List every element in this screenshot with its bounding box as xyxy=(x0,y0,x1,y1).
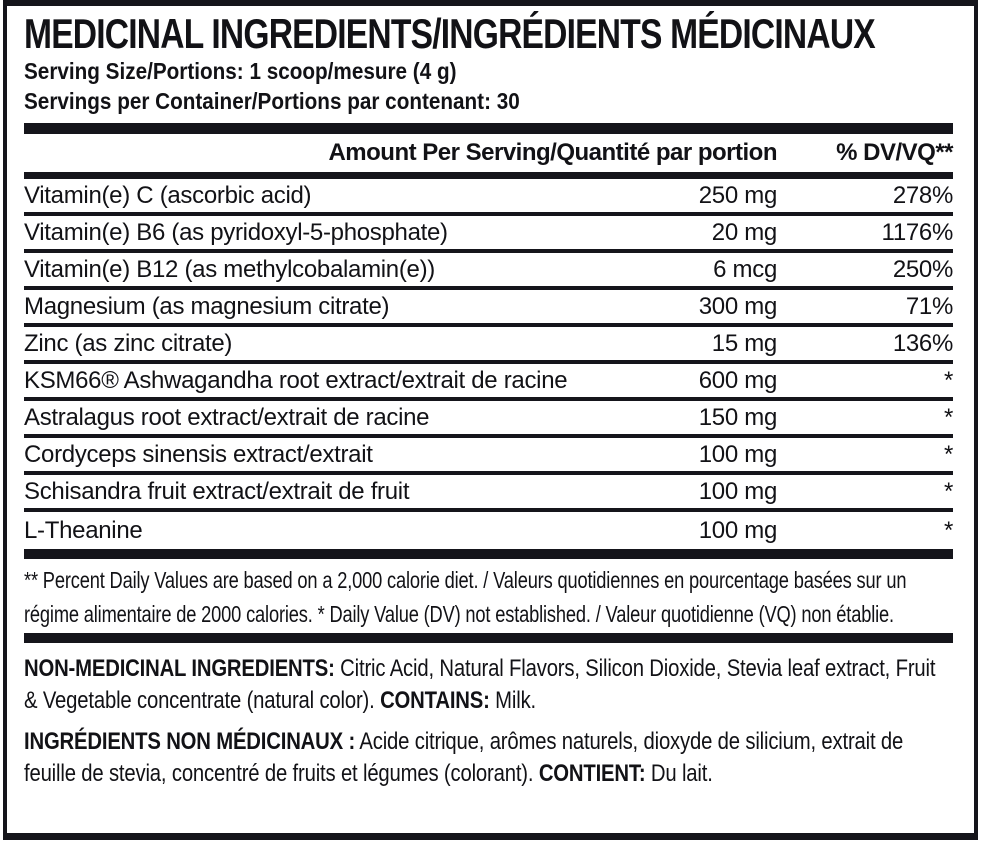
ingredient-name: Zinc (as zinc citrate) xyxy=(24,329,233,357)
table-row: Schisandra fruit extract/extrait de frui… xyxy=(24,475,953,512)
divider-bar-under-footnote xyxy=(24,633,953,643)
dv-footnote: ** Percent Daily Values are based on a 2… xyxy=(24,567,907,627)
table-row: L-Theanine 100 mg * xyxy=(24,512,953,549)
table-header-row: Amount Per Serving/Quantité par portion … xyxy=(24,134,953,172)
ingredient-dv: 71% xyxy=(905,292,953,320)
ingredient-name: Vitamin(e) B6 (as pyridoxyl-5-phosphate) xyxy=(24,218,448,246)
table-row: Magnesium (as magnesium citrate) 300 mg … xyxy=(24,290,953,327)
non-medicinal-fr: INGRÉDIENTS NON MÉDICINAUX : Acide citri… xyxy=(24,726,953,790)
ingredient-name: Schisandra fruit extract/extrait de frui… xyxy=(24,477,410,505)
table-row: Vitamin(e) B12 (as methylcobalamin(e)) 6… xyxy=(24,253,953,290)
contains-text: Milk. xyxy=(495,687,537,714)
ingredient-amount: 300 mg xyxy=(698,292,778,320)
table-row: Vitamin(e) C (ascorbic acid) 250 mg 278% xyxy=(24,179,953,216)
ingredient-dv: * xyxy=(943,366,953,394)
servings-per-container-line: Servings per Container/Portions par cont… xyxy=(24,86,953,116)
ingredient-amount: 20 mg xyxy=(711,218,778,246)
table-row: Cordyceps sinensis extract/extrait 100 m… xyxy=(24,438,953,475)
ingredient-dv: 250% xyxy=(892,255,953,283)
ingredient-name: Astralagus root extract/extrait de racin… xyxy=(24,403,430,431)
ingredient-amount: 150 mg xyxy=(698,403,778,431)
ingredient-name: KSM66® Ashwagandha root extract/extrait … xyxy=(24,366,568,394)
ingredient-name: Vitamin(e) C (ascorbic acid) xyxy=(24,181,312,209)
non-medicinal-en-label: NON-MEDICINAL INGREDIENTS: xyxy=(24,655,335,682)
divider-bar-top xyxy=(24,123,953,134)
ingredient-dv: * xyxy=(943,403,953,431)
table-row: Vitamin(e) B6 (as pyridoxyl-5-phosphate)… xyxy=(24,216,953,253)
table-row: KSM66® Ashwagandha root extract/extrait … xyxy=(24,364,953,401)
non-medicinal-fr-body: Acide citrique, arômes naturels, dioxyde… xyxy=(24,728,904,787)
ingredient-name: L-Theanine xyxy=(24,516,143,544)
ingredients-table-body: Vitamin(e) C (ascorbic acid) 250 mg 278%… xyxy=(24,179,953,549)
table-row: Zinc (as zinc citrate) 15 mg 136% xyxy=(24,327,953,364)
divider-bar-end-table xyxy=(24,549,953,559)
serving-size-line: Serving Size/Portions: 1 scoop/mesure (4… xyxy=(24,56,953,86)
divider-bar-under-header xyxy=(24,172,953,179)
ingredient-dv: * xyxy=(943,440,953,468)
dv-column-header: % DV/VQ** xyxy=(836,139,953,166)
contains-label: CONTAINS: xyxy=(380,687,490,714)
non-medicinal-fr-label: INGRÉDIENTS NON MÉDICINAUX : xyxy=(24,728,356,755)
non-medicinal-fr-text: INGRÉDIENTS NON MÉDICINAUX : Acide citri… xyxy=(24,726,954,790)
ingredient-amount: 15 mg xyxy=(711,329,778,357)
table-row: Astralagus root extract/extrait de racin… xyxy=(24,401,953,438)
contient-label: CONTIENT: xyxy=(538,760,646,787)
footnote-section: ** Percent Daily Values are based on a 2… xyxy=(24,559,953,633)
ingredient-dv: * xyxy=(943,516,953,544)
contient-text: Du lait. xyxy=(650,760,713,787)
ingredient-amount: 6 mcg xyxy=(713,255,777,283)
non-medicinal-section: NON-MEDICINAL INGREDIENTS: Citric Acid, … xyxy=(24,653,953,790)
ingredient-dv: * xyxy=(943,477,953,505)
ingredient-dv: 136% xyxy=(892,329,953,357)
ingredient-dv: 1176% xyxy=(881,218,954,246)
panel-title: MEDICINAL INGREDIENTS/INGRÉDIENTS MÉDICI… xyxy=(24,12,953,56)
ingredient-amount: 600 mg xyxy=(698,366,778,394)
serving-size-text: Serving Size/Portions: 1 scoop/mesure (4… xyxy=(24,58,457,84)
ingredient-name: Cordyceps sinensis extract/extrait xyxy=(24,440,373,468)
non-medicinal-en: NON-MEDICINAL INGREDIENTS: Citric Acid, … xyxy=(24,653,953,717)
amount-column-header: Amount Per Serving/Quantité par portion xyxy=(328,139,777,166)
ingredient-amount: 100 mg xyxy=(698,477,778,505)
panel-title-text: MEDICINAL INGREDIENTS/INGRÉDIENTS MÉDICI… xyxy=(24,10,876,57)
ingredient-name: Magnesium (as magnesium citrate) xyxy=(24,292,390,320)
ingredient-dv: 278% xyxy=(892,181,953,209)
supplement-facts-panel: MEDICINAL INGREDIENTS/INGRÉDIENTS MÉDICI… xyxy=(3,0,978,840)
ingredient-name: Vitamin(e) B12 (as methylcobalamin(e)) xyxy=(24,255,435,283)
ingredient-amount: 250 mg xyxy=(698,181,778,209)
non-medicinal-en-body: Citric Acid, Natural Flavors, Silicon Di… xyxy=(24,655,936,714)
servings-per-container-text: Servings per Container/Portions par cont… xyxy=(24,88,520,114)
ingredient-amount: 100 mg xyxy=(698,516,778,544)
ingredient-amount: 100 mg xyxy=(698,440,778,468)
non-medicinal-en-text: NON-MEDICINAL INGREDIENTS: Citric Acid, … xyxy=(24,653,954,717)
